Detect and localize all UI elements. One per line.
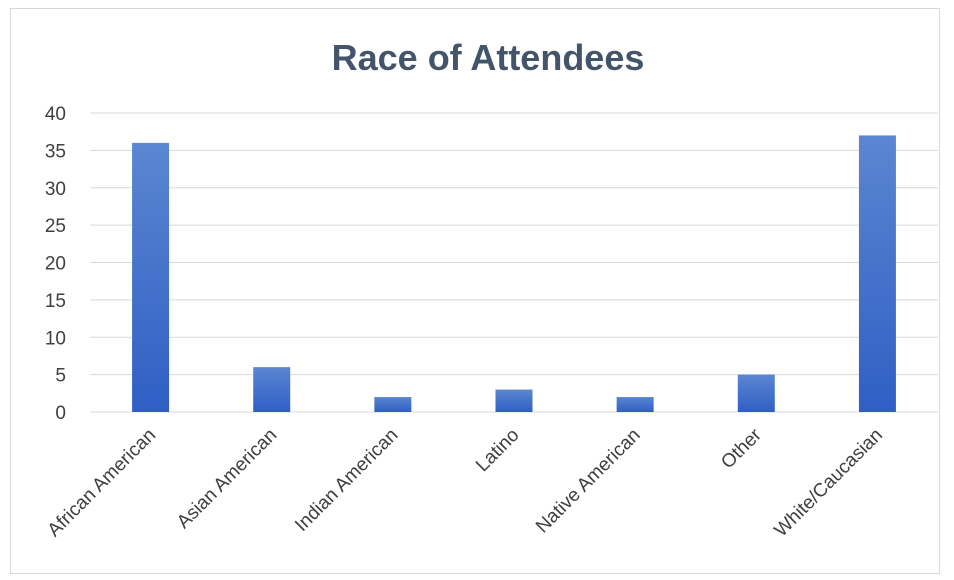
bar-asian-american <box>253 367 291 412</box>
y-tick-label-5: 5 <box>55 366 66 387</box>
bar-native-american <box>616 397 654 412</box>
x-axis-category-labels: African American Asian American Indian Ame… <box>44 424 887 541</box>
y-axis-tick-labels: 0 5 10 15 20 25 30 35 40 <box>45 104 66 424</box>
x-category-label-asian-american: Asian American <box>173 425 281 533</box>
x-category-label-native-american: Native American <box>532 425 645 538</box>
y-tick-label-30: 30 <box>45 179 66 200</box>
bar-latino <box>495 389 533 412</box>
gridlines <box>90 112 938 413</box>
bar-other <box>737 374 775 412</box>
bar-indian-american <box>374 397 412 412</box>
y-tick-label-20: 20 <box>45 254 66 275</box>
x-category-label-white-caucasian: White/Caucasian <box>771 425 887 541</box>
y-tick-label-35: 35 <box>45 141 66 162</box>
y-tick-label-0: 0 <box>55 403 66 424</box>
y-tick-label-15: 15 <box>45 291 66 312</box>
y-tick-label-10: 10 <box>45 328 66 349</box>
bars <box>132 135 896 413</box>
y-tick-label-25: 25 <box>45 216 66 237</box>
x-category-label-indian-american: Indian American <box>291 425 402 536</box>
x-category-label-latino: Latino <box>472 425 523 476</box>
bar-white-caucasian <box>858 135 896 413</box>
chart-title: Race of Attendees <box>332 37 645 78</box>
x-category-label-african-american: African American <box>44 425 160 541</box>
bar-african-american <box>132 142 170 412</box>
x-category-label-other: Other <box>717 424 766 473</box>
y-tick-label-40: 40 <box>45 104 66 125</box>
